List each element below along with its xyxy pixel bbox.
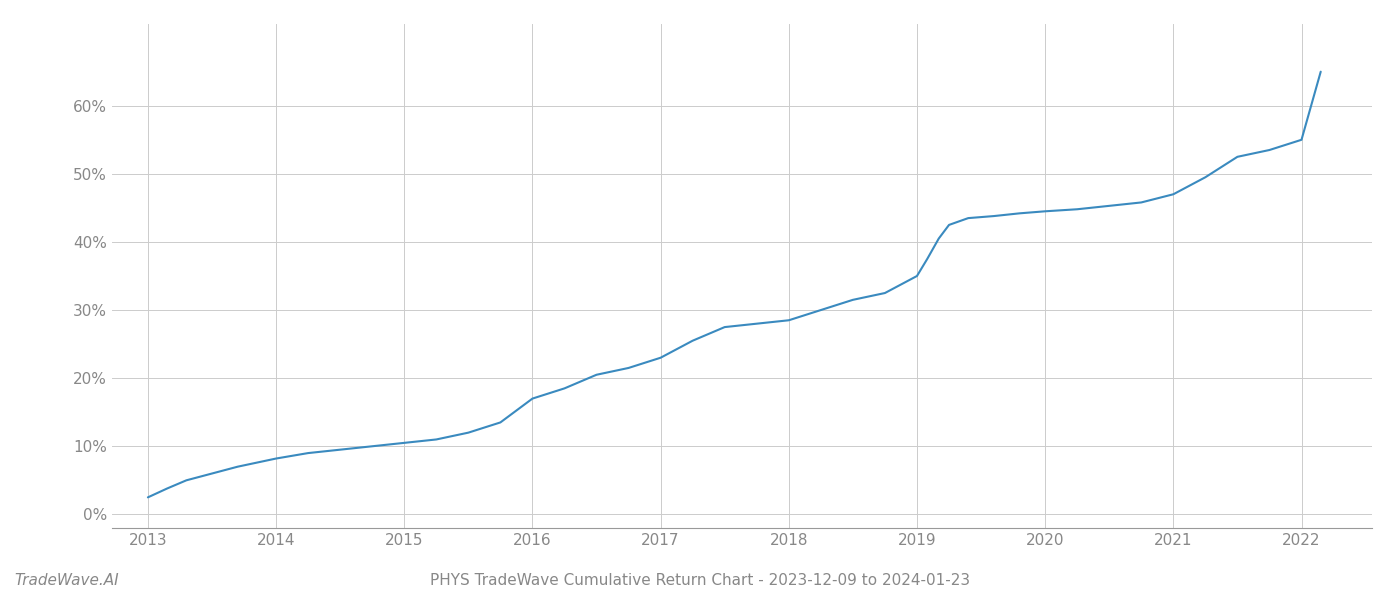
Text: TradeWave.AI: TradeWave.AI bbox=[14, 573, 119, 588]
Text: PHYS TradeWave Cumulative Return Chart - 2023-12-09 to 2024-01-23: PHYS TradeWave Cumulative Return Chart -… bbox=[430, 573, 970, 588]
